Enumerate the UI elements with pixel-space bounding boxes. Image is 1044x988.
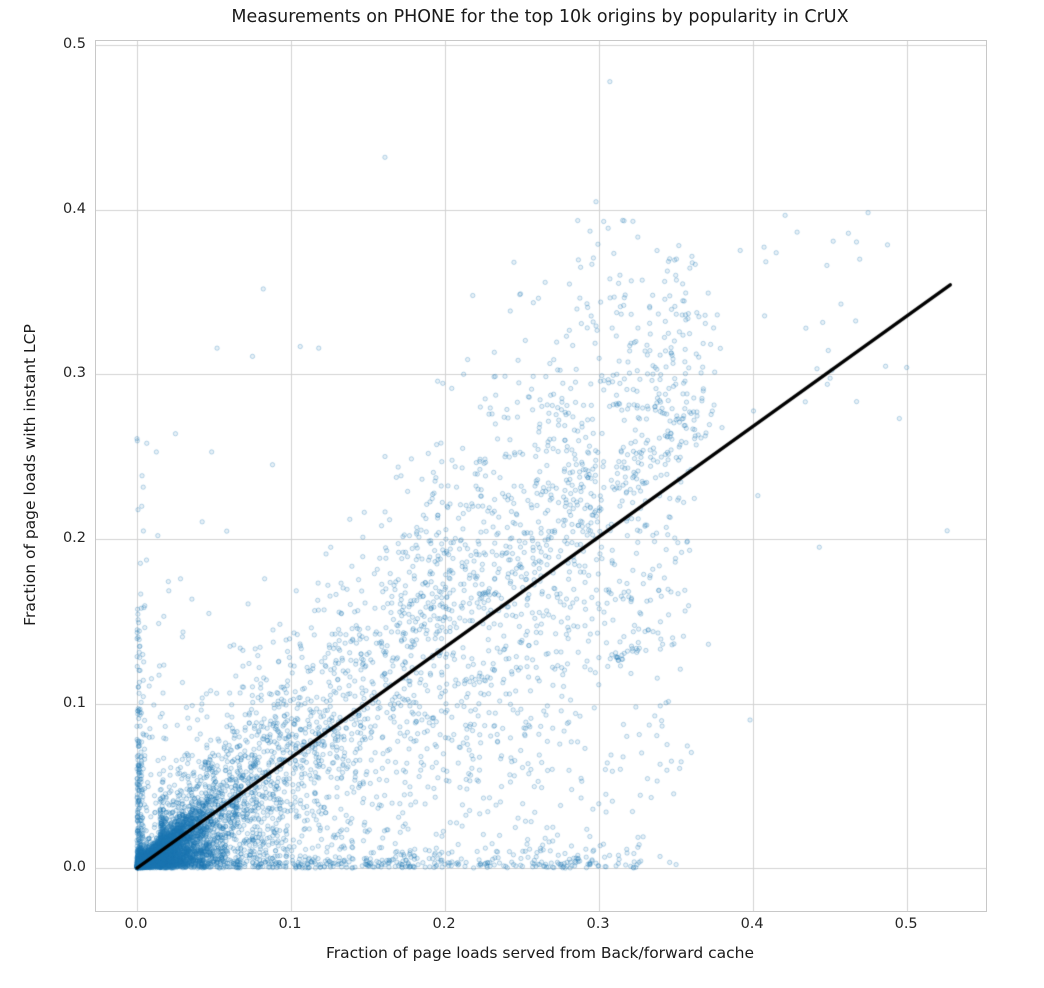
y-tick-label: 0.1	[62, 694, 86, 711]
chart-title: Measurements on PHONE for the top 10k or…	[231, 7, 849, 27]
x-axis-label: Fraction of page loads served from Back/…	[326, 944, 754, 962]
x-tick-label: 0.3	[586, 916, 610, 932]
x-tick-label: 0.5	[894, 916, 918, 932]
y-tick-label: 0.2	[62, 530, 86, 546]
scatter-canvas	[96, 41, 986, 911]
x-tick-label: 0.0	[124, 916, 148, 932]
y-tick-label: 0.4	[62, 200, 86, 217]
y-tick-label: 0.0	[62, 859, 86, 876]
x-tick-label: 0.2	[432, 916, 456, 932]
x-tick-label: 0.4	[740, 916, 764, 932]
x-tick-label: 0.1	[278, 916, 302, 932]
y-tick-label: 0.5	[62, 36, 86, 53]
y-tick-label: 0.3	[62, 365, 86, 382]
plot-area	[95, 40, 987, 912]
